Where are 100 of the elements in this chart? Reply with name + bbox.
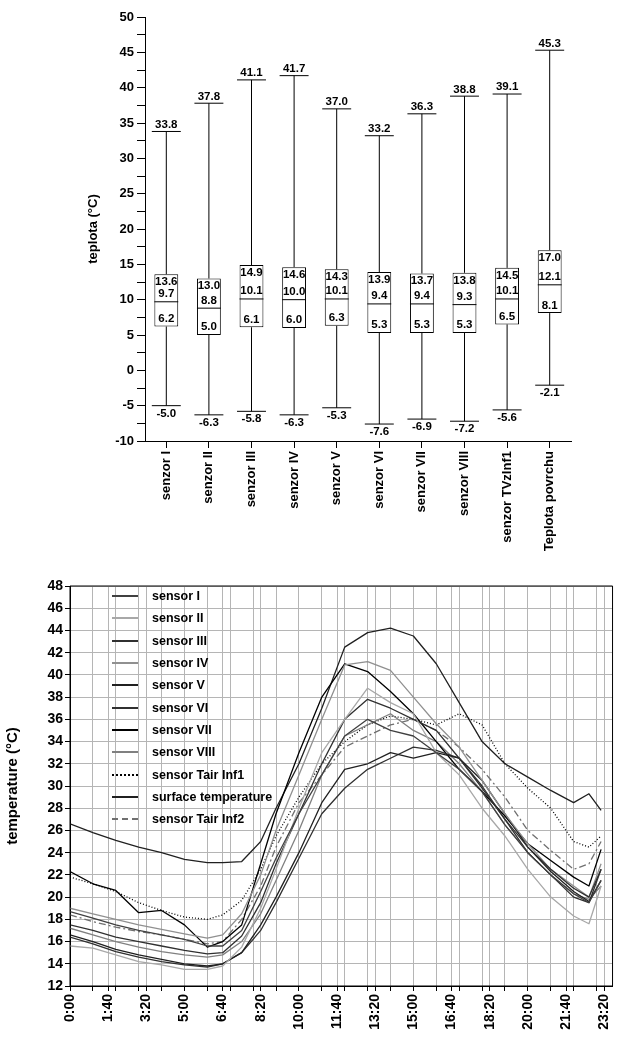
y-tick-label: 36 xyxy=(47,710,64,727)
annotation: -5.0 xyxy=(156,406,177,419)
legend-label: sensor III xyxy=(152,633,207,648)
annotation: 37.0 xyxy=(325,95,348,108)
x-tick-label: 21:40 xyxy=(556,993,573,1030)
annotation: 13.9 xyxy=(368,273,391,286)
annotation: 9.4 xyxy=(371,289,388,302)
x-tick-label: 10:00 xyxy=(289,993,306,1030)
y-tick-label: 40 xyxy=(47,665,64,682)
x-tick-label: senzor I xyxy=(157,451,173,501)
y-tick-label: 44 xyxy=(47,621,64,638)
y-tick-label: 20 xyxy=(119,220,134,236)
annotation: 14.3 xyxy=(325,270,348,283)
annotation: 9.7 xyxy=(158,287,175,300)
annotation: 10.1 xyxy=(325,284,349,297)
x-tick-label: 0:00 xyxy=(60,993,77,1023)
legend-label: sensor IV xyxy=(152,656,209,671)
x-tick-label: senzor VII xyxy=(413,451,429,513)
x-tick-label: 20:00 xyxy=(518,993,535,1030)
legend-label: sensor VIII xyxy=(152,745,216,760)
x-tick-label: 11:40 xyxy=(327,993,344,1030)
legend-label: sensor V xyxy=(152,678,205,693)
annotation: 13.0 xyxy=(197,279,221,292)
x-tick-label: Teplota povrchu xyxy=(541,450,557,552)
x-tick-label: 18:20 xyxy=(480,993,497,1030)
annotation: -5.6 xyxy=(497,410,518,423)
y-tick-label: 18 xyxy=(47,910,64,927)
annotation: 14.5 xyxy=(495,268,519,281)
y-tick-label: 14 xyxy=(47,954,64,971)
x-tick-label: senzor II xyxy=(200,451,216,504)
y-tick-label: 24 xyxy=(47,843,64,860)
annotation: 37.8 xyxy=(197,89,221,102)
y-tick-label: 46 xyxy=(47,599,64,616)
y-tick-label: 38 xyxy=(47,687,64,704)
y-tick-label: 0 xyxy=(126,361,134,377)
annotation: 13.6 xyxy=(155,275,178,288)
annotation: 14.9 xyxy=(240,265,263,278)
y-tick-label: 50 xyxy=(119,8,134,24)
legend-label: sensor I xyxy=(152,589,200,604)
legend-label: sensor Tair Inf1 xyxy=(152,767,245,782)
x-tick-label: 3:20 xyxy=(137,993,154,1023)
annotation: 13.7 xyxy=(410,274,434,287)
annotation: 13.8 xyxy=(453,273,477,286)
annotation: 39.1 xyxy=(495,80,519,93)
annotation: 9.3 xyxy=(456,290,473,303)
annotation: 6.0 xyxy=(286,313,303,326)
y-tick-label: 22 xyxy=(47,865,64,882)
x-tick-label: senzor III xyxy=(243,451,259,508)
x-tick-label: 15:00 xyxy=(404,993,421,1030)
annotation: -2.1 xyxy=(539,386,561,399)
annotation: 5.3 xyxy=(456,318,473,331)
y-tick-label: 32 xyxy=(47,754,64,771)
x-tick-label: 6:40 xyxy=(213,993,230,1023)
x-tick-label: 23:20 xyxy=(595,993,611,1030)
legend-label: surface temperature xyxy=(152,789,273,804)
annotation: -5.8 xyxy=(241,412,263,425)
annotation: 36.3 xyxy=(410,100,434,113)
y-tick-label: 48 xyxy=(47,576,64,593)
annotation: 8.1 xyxy=(541,298,559,311)
annotation: -6.9 xyxy=(411,420,432,433)
annotation: 33.2 xyxy=(368,122,391,135)
x-tick-label: 1:40 xyxy=(99,993,116,1023)
annotation: -5.3 xyxy=(326,408,347,421)
annotation: 38.8 xyxy=(453,82,477,95)
x-tick-label: senzor VI xyxy=(370,451,386,509)
x-tick-label: senzor V xyxy=(328,450,344,506)
annotation: 33.8 xyxy=(155,117,179,130)
annotation: 6.5 xyxy=(499,309,516,322)
y-tick-label: -5 xyxy=(122,397,134,413)
y-tick-label: 30 xyxy=(119,149,134,165)
annotation: 5.0 xyxy=(200,320,217,333)
y-tick-label: 26 xyxy=(47,821,64,838)
annotation: 5.3 xyxy=(371,318,388,331)
y-tick-label: 15 xyxy=(119,255,134,271)
y-tick-label: 45 xyxy=(119,43,134,59)
x-tick-label: senzor IV xyxy=(285,450,301,509)
x-tick-label: 16:40 xyxy=(442,993,459,1030)
annotation: 8.8 xyxy=(200,293,218,306)
y-tick-label: 35 xyxy=(119,114,134,130)
x-tick-label: 8:20 xyxy=(251,993,268,1023)
y-tick-label: 10 xyxy=(119,291,134,307)
y-tick-label: 30 xyxy=(47,776,64,793)
annotation: 10.1 xyxy=(240,284,264,297)
x-tick-label: 13:20 xyxy=(366,993,383,1030)
annotation: 12.1 xyxy=(538,270,562,283)
annotation: -7.2 xyxy=(454,422,475,435)
legend-label: sensor VI xyxy=(152,700,209,715)
y-tick-label: 5 xyxy=(126,326,134,342)
annotation: 45.3 xyxy=(538,36,561,49)
y-tick-label: 28 xyxy=(47,799,64,816)
x-tick-label: senzor TVzInf1 xyxy=(498,451,514,543)
legend-label: sensor Tair Inf2 xyxy=(152,812,245,827)
annotation: 9.4 xyxy=(413,289,431,302)
legend-label: sensor VII xyxy=(152,722,212,737)
y-tick-label: 16 xyxy=(47,932,64,949)
y-tick-label: 42 xyxy=(47,643,64,660)
y-axis-title: teplota (°C) xyxy=(85,194,101,264)
annotation: -7.6 xyxy=(369,424,390,437)
annotation: 6.1 xyxy=(243,312,261,325)
annotation: -6.3 xyxy=(198,415,219,428)
